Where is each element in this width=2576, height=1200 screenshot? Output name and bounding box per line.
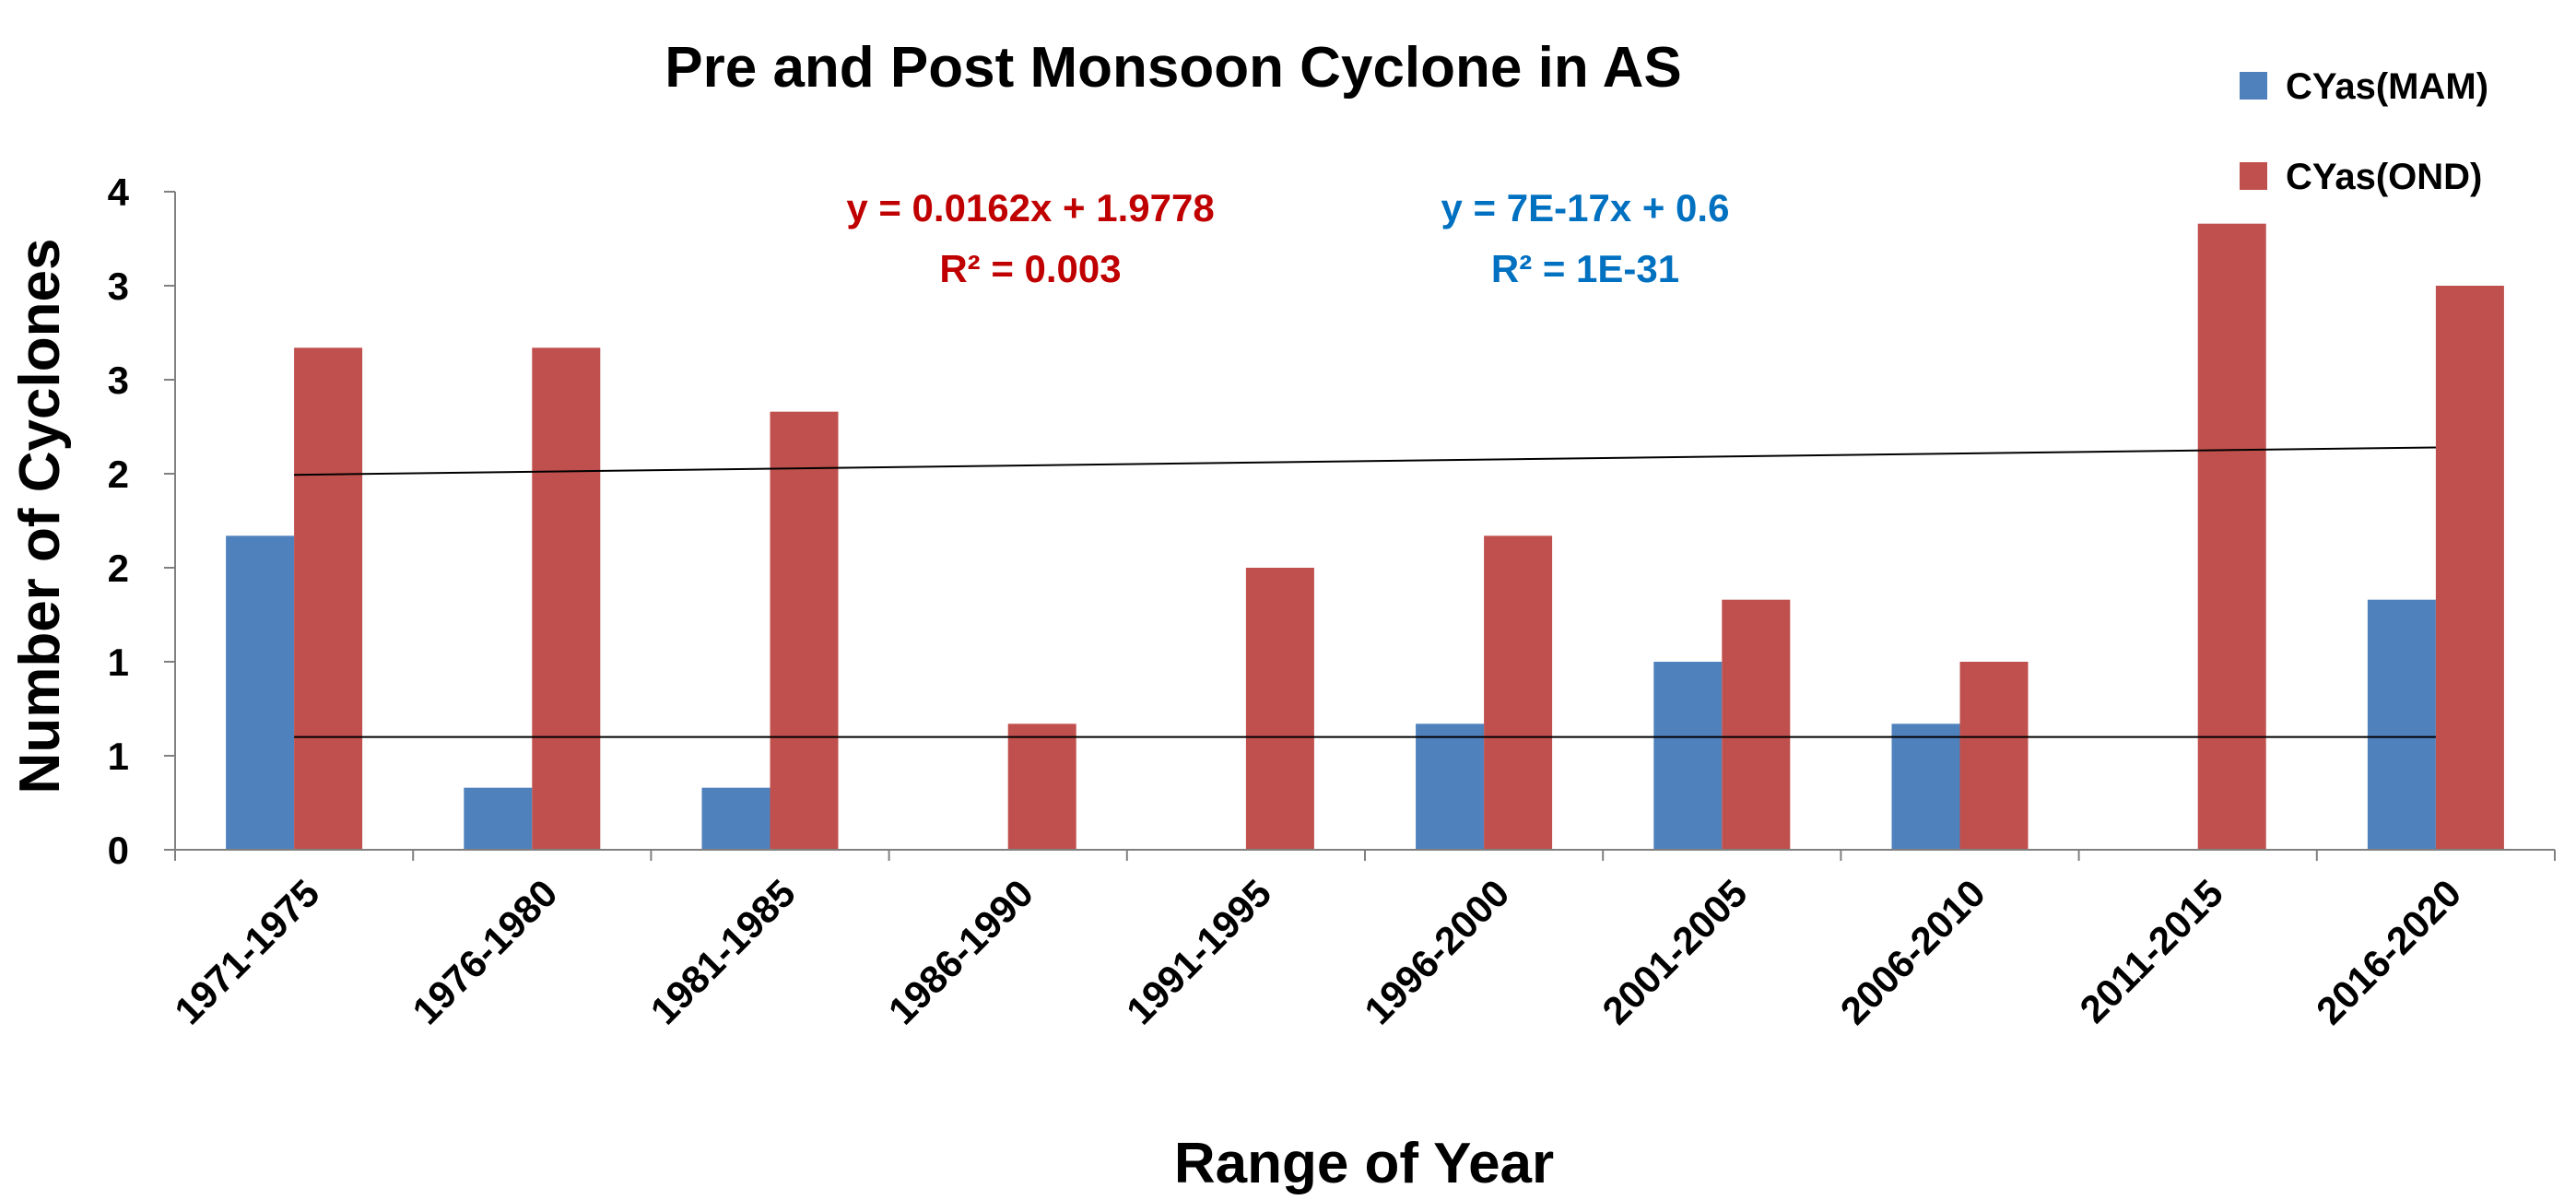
x-tick-label: 1991-1995: [1118, 871, 1279, 1032]
x-tick-label: 2001-2005: [1594, 871, 1755, 1032]
trendline-r2-ond: R² = 0.003: [939, 247, 1121, 290]
bar-ond: [294, 347, 363, 850]
bar-mam: [1416, 724, 1485, 850]
bar-mam: [226, 535, 295, 850]
y-tick-label: 3: [108, 265, 129, 308]
x-tick-label: 1986-1990: [880, 871, 1041, 1032]
x-tick-label: 2016-2020: [2308, 871, 2469, 1032]
x-axis-title: Range of Year: [1174, 1132, 1554, 1195]
x-tick-label: 1976-1980: [404, 871, 565, 1032]
legend: CYas(MAM) CYas(OND): [2240, 66, 2488, 197]
bar-ond: [770, 411, 839, 850]
bar-mam: [2367, 599, 2436, 850]
x-tick-label: 2011-2015: [2071, 871, 2231, 1031]
x-tick-label: 2006-2010: [1832, 871, 1994, 1032]
legend-label-ond: CYas(OND): [2286, 157, 2482, 197]
y-axis: 0 1 1 2 2 3 3 4: [108, 171, 175, 872]
bar-mam: [701, 787, 770, 850]
bar-ond: [2435, 286, 2504, 850]
trendline-equation-ond: y = 0.0162x + 1.9778: [846, 186, 1214, 229]
bar-ond: [2197, 223, 2266, 850]
x-tick-label: 1981-1985: [642, 871, 804, 1032]
y-tick-label: 2: [108, 547, 129, 590]
y-tick-label: 4: [108, 171, 130, 214]
bar-ond: [1484, 535, 1553, 850]
y-tick-label: 3: [108, 359, 129, 402]
bar-ond: [1722, 599, 1791, 850]
bar-ond: [532, 347, 601, 850]
y-tick-label: 0: [108, 829, 129, 872]
trendline: [294, 446, 2436, 476]
legend-swatch-ond: [2240, 162, 2267, 190]
trendline-r2-mam: R² = 1E-31: [1491, 247, 1679, 290]
x-tick-label: 1971-1975: [166, 871, 327, 1032]
bar-mam: [464, 787, 533, 850]
y-tick-label: 1: [108, 735, 129, 778]
trendline-equation-mam: y = 7E-17x + 0.6: [1441, 186, 1730, 229]
bar-ond: [1007, 724, 1076, 850]
y-tick-label: 1: [108, 641, 129, 684]
legend-label-mam: CYas(MAM): [2286, 66, 2488, 107]
legend-swatch-mam: [2240, 72, 2267, 100]
x-tick-label: 1996-2000: [1356, 871, 1517, 1032]
bars: [226, 223, 2504, 850]
bar-ond: [1959, 662, 2029, 850]
bar-ond: [1245, 568, 1314, 850]
y-tick-label: 2: [108, 453, 129, 496]
y-axis-title: Number of Cyclones: [8, 239, 72, 794]
chart-title: Pre and Post Monsoon Cyclone in AS: [665, 36, 1682, 100]
bar-mam: [1653, 662, 1723, 850]
bar-mam: [1891, 724, 1960, 850]
trendlines: [294, 446, 2436, 738]
x-axis: 1971-1975 1976-1980 1981-1985 1986-1990 1991…: [166, 850, 2556, 1032]
